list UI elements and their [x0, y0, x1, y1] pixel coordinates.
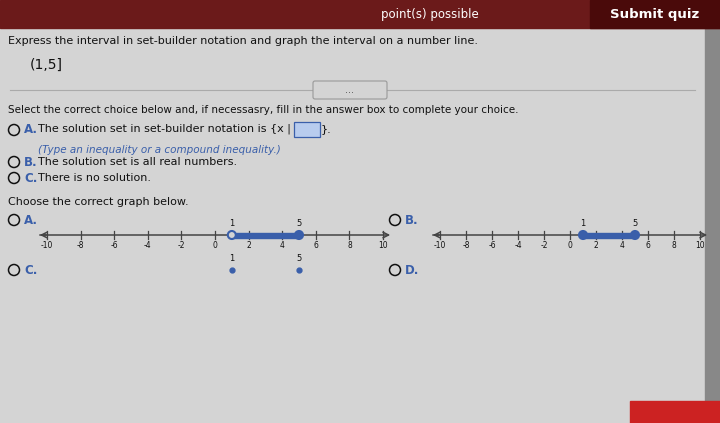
Text: B.: B.: [405, 214, 418, 226]
Text: -2: -2: [540, 241, 548, 250]
Text: A.: A.: [24, 123, 38, 135]
Text: 2: 2: [246, 241, 251, 250]
Text: 8: 8: [672, 241, 676, 250]
Text: -10: -10: [41, 241, 53, 250]
Text: 5: 5: [297, 219, 302, 228]
Text: -10: -10: [434, 241, 446, 250]
Text: -4: -4: [514, 241, 522, 250]
Text: C.: C.: [24, 264, 37, 277]
Text: (Type an inequality or a compound inequality.): (Type an inequality or a compound inequa…: [38, 145, 281, 155]
Text: 0: 0: [212, 241, 217, 250]
Text: 8: 8: [347, 241, 352, 250]
Text: D.: D.: [405, 264, 419, 277]
Text: 1: 1: [229, 254, 235, 263]
Text: 6: 6: [646, 241, 650, 250]
Circle shape: [295, 231, 303, 239]
Text: 0: 0: [567, 241, 572, 250]
Bar: [583, 233, 635, 237]
Text: Express the interval in set-builder notation and graph the interval on a number : Express the interval in set-builder nota…: [8, 36, 478, 46]
Text: 4: 4: [280, 241, 284, 250]
Text: 1: 1: [580, 219, 585, 228]
Circle shape: [579, 231, 587, 239]
Bar: [705, 28, 720, 423]
Text: 5: 5: [632, 219, 638, 228]
Text: (1,5]: (1,5]: [30, 58, 63, 72]
Text: Select the correct choice below and, if necessasry, fill in the answer box to co: Select the correct choice below and, if …: [8, 105, 518, 115]
Text: 10: 10: [696, 241, 705, 250]
Text: -2: -2: [178, 241, 185, 250]
Text: 2: 2: [593, 241, 598, 250]
Text: point(s) possible: point(s) possible: [381, 8, 479, 20]
Circle shape: [631, 231, 639, 239]
Text: 10: 10: [378, 241, 388, 250]
Text: -4: -4: [144, 241, 152, 250]
Bar: [630, 401, 720, 423]
Text: -6: -6: [488, 241, 496, 250]
Text: -8: -8: [77, 241, 84, 250]
Text: -8: -8: [462, 241, 469, 250]
Text: Submit quiz: Submit quiz: [611, 8, 700, 20]
Text: B.: B.: [24, 156, 37, 168]
Text: The solution set in set-builder notation is {x |: The solution set in set-builder notation…: [38, 124, 294, 134]
Text: C.: C.: [24, 171, 37, 184]
Text: ...: ...: [346, 85, 354, 95]
Circle shape: [228, 231, 236, 239]
Bar: [590, 0, 720, 28]
Text: A.: A.: [24, 214, 38, 226]
Text: There is no solution.: There is no solution.: [38, 173, 151, 183]
Text: Choose the correct graph below.: Choose the correct graph below.: [8, 197, 189, 207]
Text: 4: 4: [620, 241, 624, 250]
Bar: [0, 0, 720, 28]
Bar: [232, 233, 299, 237]
Text: 6: 6: [313, 241, 318, 250]
Text: -6: -6: [110, 241, 118, 250]
FancyBboxPatch shape: [294, 122, 320, 137]
FancyBboxPatch shape: [313, 81, 387, 99]
Text: 5: 5: [297, 254, 302, 263]
Text: The solution set is all real numbers.: The solution set is all real numbers.: [38, 157, 237, 167]
Text: }.: }.: [321, 124, 332, 134]
Text: 1: 1: [229, 219, 235, 228]
